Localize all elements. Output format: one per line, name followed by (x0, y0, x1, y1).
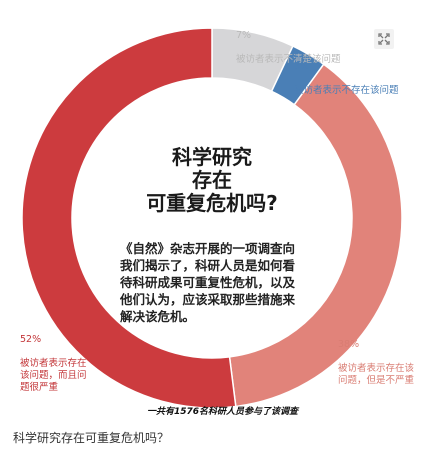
slice-text-unsure: 被访者表示不清楚该问题 (236, 54, 341, 65)
expand-button[interactable] (374, 29, 394, 49)
donut-chart (21, 27, 403, 409)
slice-label-not-serious: 38% 被访者表示存在该问题，但是不严重 (338, 327, 422, 387)
chart-description: 《自然》杂志开展的一项调查向我们揭示了，科研人员是如何看待科研成果可重复性危机，… (120, 241, 296, 324)
chart-title: 科学研究 存在 可重复危机吗? (146, 145, 278, 215)
slice-label-serious: 52% 被访者表示存在该问题，而且问题很严重 (20, 322, 90, 394)
expand-icon (378, 33, 390, 45)
slice-label-unsure: 7% 被访者表示不清楚该问题 (236, 18, 341, 66)
image-caption: 科学研究存在可重复危机吗？ (13, 431, 170, 445)
slice-text-not-serious: 被访者表示存在该问题，但是不严重 (338, 363, 415, 386)
slice-serious (21, 27, 237, 409)
slice-text-serious: 被访者表示存在该问题，而且问题很严重 (20, 358, 87, 393)
slice-pct-none: 3% (294, 61, 310, 72)
slice-not-serious (228, 63, 403, 408)
slice-pct-unsure: 7% (236, 30, 252, 41)
slice-label-none: 3% 被访者表示不存在该问题 (294, 49, 399, 97)
slice-pct-serious: 52% (20, 334, 42, 345)
slice-text-none: 被访者表示不存在该问题 (294, 85, 399, 96)
slice-pct-not-serious: 38% (338, 339, 360, 350)
chart-footnote: 一共有1576名科研人员参与了该调查 (147, 407, 299, 417)
